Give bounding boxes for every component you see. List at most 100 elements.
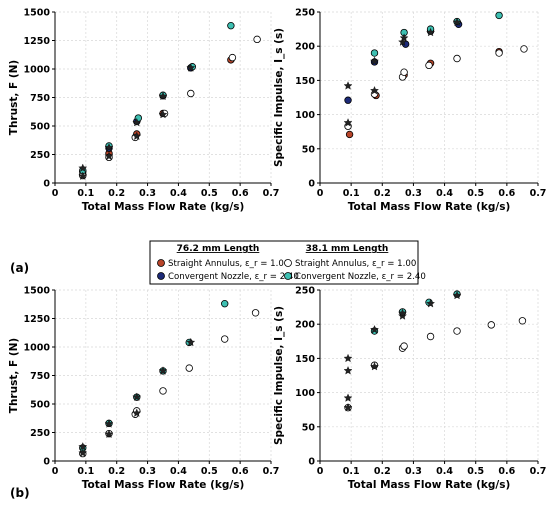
y-tick-label: 0 xyxy=(308,457,315,468)
legend-header-38: 38.1 mm Length xyxy=(306,244,389,254)
legend: 76.2 mm Length 38.1 mm Length Straight A… xyxy=(149,240,426,285)
x-tick-label: 0.6 xyxy=(498,188,515,199)
x-tick-label: 0.4 xyxy=(170,188,187,199)
y-tick-label: 1250 xyxy=(24,36,51,47)
x-tick-label: 0.6 xyxy=(498,466,515,477)
data-point-straight-annulus-r-1-00-38-1-mm xyxy=(495,49,503,57)
data-point-straight-annulus-r-1-00-38-1-mm xyxy=(228,53,237,62)
data-point-convergent-nozzle-r-2-40-76-2-mm xyxy=(344,96,352,104)
data-point-star-series xyxy=(343,118,353,127)
y-axis-label: Thrust, F (N) xyxy=(8,60,20,135)
x-tick-label: 0.4 xyxy=(436,188,453,199)
x-tick-label: 0 xyxy=(317,466,324,477)
data-point-straight-annulus-r-1-00-38-1-mm xyxy=(221,335,229,343)
data-point-star-series xyxy=(158,110,168,119)
data-point-straight-annulus-r-1-00-38-1-mm xyxy=(187,89,195,98)
x-tick-label: 0 xyxy=(52,188,59,199)
data-point-star-series xyxy=(399,33,409,42)
data-point-straight-annulus-r-1-00-38-1-mm xyxy=(426,332,435,341)
data-point-star-series xyxy=(343,403,353,412)
data-point-straight-annulus-r-1-00-38-1-mm xyxy=(185,364,193,372)
x-tick-label: 0.3 xyxy=(405,466,422,477)
data-point-straight-annulus-r-1-00-38-1-mm xyxy=(253,35,261,44)
data-point-star-series xyxy=(370,56,379,65)
x-tick-label: 0.3 xyxy=(405,188,422,199)
x-tick-label: 0.3 xyxy=(139,188,156,199)
legend-marker-straight-38 xyxy=(284,259,292,267)
x-tick-label: 0.2 xyxy=(374,466,391,477)
data-point-star-series xyxy=(78,448,88,457)
legend-label-straight-38: Straight Annulus, ε_r = 1.00 xyxy=(295,259,416,269)
y-tick-label: 0 xyxy=(43,179,50,190)
chart-b-specific-impulse: 0 0.1 0.2 0.3 0.4 0.5 0.6 0.7 0 50 100 150 200 250 Tot… xyxy=(273,286,546,492)
x-tick-label: 0.1 xyxy=(343,466,360,477)
data-point-star-series xyxy=(78,171,88,180)
data-point-star-series xyxy=(343,81,353,90)
data-point-star-series xyxy=(158,366,168,375)
y-tick-label: 750 xyxy=(30,93,50,104)
data-point-star-series xyxy=(343,393,353,402)
data-point-star-series xyxy=(452,290,462,300)
data-point-star-series xyxy=(343,353,353,363)
x-tick-label: 0.5 xyxy=(467,188,484,199)
data-point-star-series xyxy=(132,392,142,401)
y-tick-label: 250 xyxy=(30,150,50,161)
legend-box xyxy=(149,240,419,285)
data-point-star-series xyxy=(426,299,435,308)
panel-label-b: (b) xyxy=(10,486,30,500)
y-tick-label: 200 xyxy=(295,320,315,331)
x-tick-label: 0.5 xyxy=(201,466,218,477)
legend-marker-straight-76 xyxy=(157,259,165,267)
x-axis-label: Total Mass Flow Rate (kg/s) xyxy=(348,479,511,491)
data-point-convergent-nozzle-r-2-40-38-1-mm xyxy=(221,299,229,308)
data-point-star-series xyxy=(398,311,407,320)
y-axis-label: Specific Impulse, I_s (s) xyxy=(273,306,285,445)
y-tick-label: 250 xyxy=(295,8,315,19)
data-point-straight-annulus-r-1-00-76-2-mm xyxy=(345,130,354,139)
x-tick-label: 0 xyxy=(52,466,59,477)
x-axis-label: Total Mass Flow Rate (kg/s) xyxy=(82,201,245,213)
data-point-straight-annulus-r-1-00-38-1-mm xyxy=(518,317,527,325)
y-tick-label: 750 xyxy=(30,371,50,382)
data-point-star-series xyxy=(186,63,196,72)
data-point-star-series xyxy=(370,86,379,95)
data-point-star-series xyxy=(398,308,407,317)
x-axis-label: Total Mass Flow Rate (kg/s) xyxy=(348,201,511,213)
y-tick-label: 1500 xyxy=(24,286,51,297)
data-point-star-series xyxy=(426,27,435,37)
y-tick-label: 500 xyxy=(30,400,50,411)
data-point-convergent-nozzle-r-2-40-38-1-mm xyxy=(227,21,235,30)
x-tick-label: 0.7 xyxy=(530,466,547,477)
x-tick-label: 0.2 xyxy=(108,466,125,477)
legend-header-76: 76.2 mm Length xyxy=(177,244,260,254)
y-tick-label: 50 xyxy=(302,144,316,155)
data-point-star-series xyxy=(78,163,88,172)
y-tick-label: 100 xyxy=(295,110,315,121)
data-point-straight-annulus-r-1-00-38-1-mm xyxy=(251,309,260,317)
data-point-straight-annulus-r-1-00-38-1-mm xyxy=(425,61,433,70)
data-point-star-series xyxy=(132,408,142,417)
data-point-star-series xyxy=(104,143,114,152)
data-point-star-series xyxy=(186,337,196,347)
x-tick-label: 0.1 xyxy=(77,188,94,199)
x-tick-label: 0.4 xyxy=(436,466,453,477)
data-point-star-series xyxy=(104,151,114,160)
data-point-straight-annulus-r-1-00-38-1-mm xyxy=(400,68,408,76)
y-tick-label: 200 xyxy=(295,42,315,53)
data-point-convergent-nozzle-r-2-40-38-1-mm xyxy=(495,11,503,20)
y-tick-label: 1000 xyxy=(24,343,51,354)
x-tick-label: 0.1 xyxy=(77,466,94,477)
x-tick-label: 0.2 xyxy=(108,188,125,199)
x-tick-label: 0.7 xyxy=(263,188,280,199)
y-tick-label: 1500 xyxy=(24,8,51,19)
y-tick-label: 250 xyxy=(295,286,315,297)
data-point-straight-annulus-r-1-00-38-1-mm xyxy=(487,321,495,329)
data-point-star-series xyxy=(104,419,114,428)
y-tick-label: 1250 xyxy=(24,314,51,325)
data-point-star-series xyxy=(343,366,353,375)
y-tick-label: 0 xyxy=(43,457,50,468)
data-point-star-series xyxy=(132,131,142,140)
legend-label-convergent-76: Convergent Nozzle, ε_r = 2.40 xyxy=(168,272,299,282)
legend-label-convergent-38: Convergent Nozzle, ε_r = 2.40 xyxy=(295,272,426,282)
y-tick-label: 250 xyxy=(30,428,50,439)
